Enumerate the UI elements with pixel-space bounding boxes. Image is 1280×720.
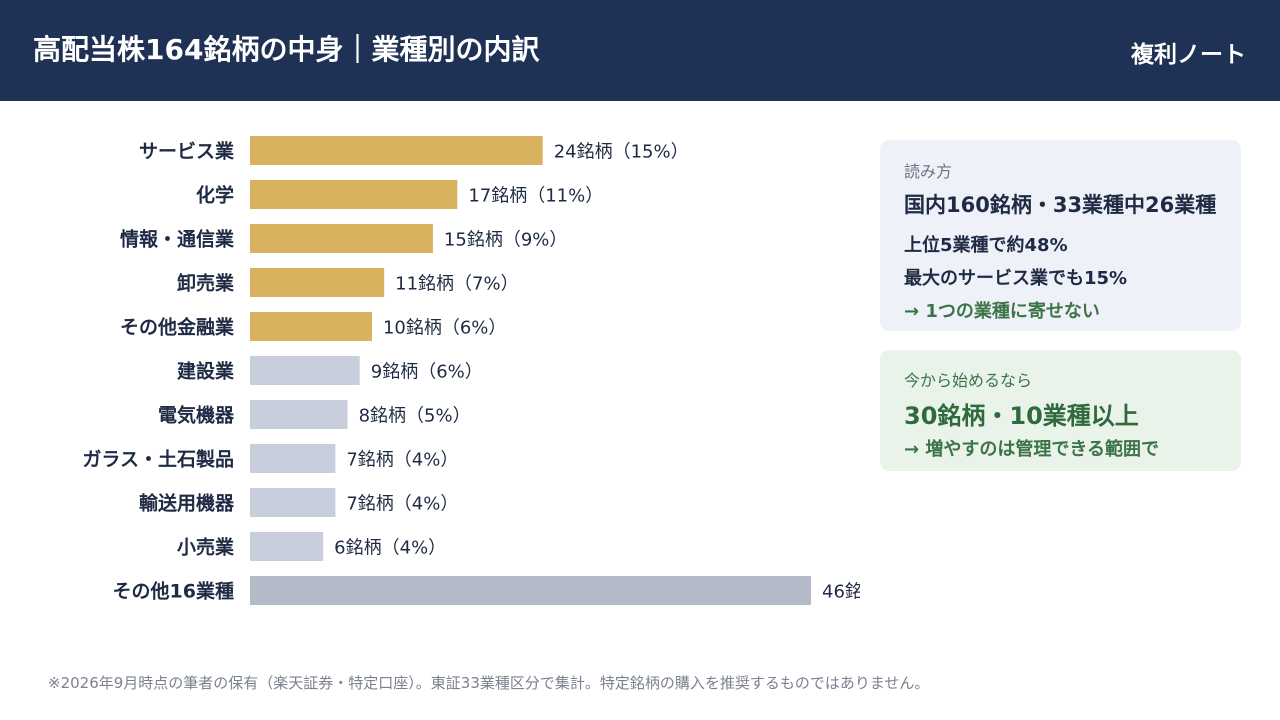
reading-guide-line-1: 上位5業種で約48%: [904, 235, 1068, 256]
value-label: 15銘柄（9%）: [444, 230, 567, 251]
sector-bar-chart: サービス業 24銘柄（15%） 化学 17銘柄（11%） 情報・通信業 15銘柄（9%） 卸…: [0, 120, 1280, 620]
value-label: 17銘柄（11%）: [468, 186, 603, 207]
bar: [250, 400, 348, 429]
category-label: サービス業: [139, 140, 235, 163]
value-label: 8銘柄（5%）: [359, 406, 471, 427]
reading-guide-main: 国内160銘柄・33業種中26業種: [904, 193, 1217, 217]
category-label: 電気機器: [158, 404, 235, 427]
reading-guide-box: 読み方 国内160銘柄・33業種中26業種 上位5業種で約48% 最大のサービス…: [880, 140, 1241, 331]
bar: [250, 576, 811, 605]
category-label: 建設業: [177, 360, 235, 383]
getting-started-caption: 今から始めるなら: [904, 371, 1033, 390]
category-label: 化学: [196, 184, 234, 207]
bar: [250, 268, 385, 297]
value-label: 7銘柄（4%）: [346, 450, 458, 471]
bar: [250, 224, 433, 253]
category-label: 情報・通信業: [120, 228, 235, 251]
brand-name: 複利ノート: [1131, 42, 1246, 68]
value-label: 9銘柄（6%）: [371, 362, 483, 383]
chart-svg: サービス業 24銘柄（15%） 化学 17銘柄（11%） 情報・通信業 15銘柄（9%） 卸…: [82, 136, 860, 605]
getting-started-box: 今から始めるなら 30銘柄・10業種以上 → 増やすのは管理できる範囲で: [880, 350, 1241, 471]
bar: [250, 444, 336, 473]
value-label: 7銘柄（4%）: [346, 494, 458, 515]
header-bar: 高配当株164銘柄の中身｜業種別の内訳 複利ノート: [0, 0, 1280, 101]
category-label: 卸売業: [177, 272, 235, 295]
bar: [250, 180, 458, 209]
reading-guide-conclusion: → 1つの業種に寄せない: [904, 301, 1100, 322]
bar: [250, 488, 336, 517]
category-label: 小売業: [177, 536, 235, 559]
category-label: 輸送用機器: [139, 492, 235, 515]
getting-started-main: 30銘柄・10業種以上: [904, 402, 1139, 430]
bar: [250, 356, 360, 385]
bar: [250, 312, 372, 341]
footnote: ※2026年9月時点の筆者の保有（楽天証券・特定口座）。東証33業種区分で集計。…: [48, 674, 930, 692]
value-label: 10銘柄（6%）: [383, 318, 506, 339]
category-label: その他16業種: [113, 580, 234, 603]
value-label: 24銘柄（15%）: [554, 142, 689, 163]
category-label: その他金融業: [120, 316, 235, 339]
bar: [250, 136, 543, 165]
value-label: 6銘柄（4%）: [334, 538, 446, 559]
reading-guide-caption: 読み方: [904, 162, 953, 181]
getting-started-note: → 増やすのは管理できる範囲で: [904, 439, 1159, 460]
page-title: 高配当株164銘柄の中身｜業種別の内訳: [33, 33, 540, 66]
bar: [250, 532, 324, 561]
value-label: 46銘柄（29%）: [822, 582, 860, 603]
category-label: ガラス・土石製品: [82, 449, 234, 471]
reading-guide-line-2: 最大のサービス業でも15%: [904, 268, 1128, 289]
value-label: 11銘柄（7%）: [395, 274, 518, 295]
